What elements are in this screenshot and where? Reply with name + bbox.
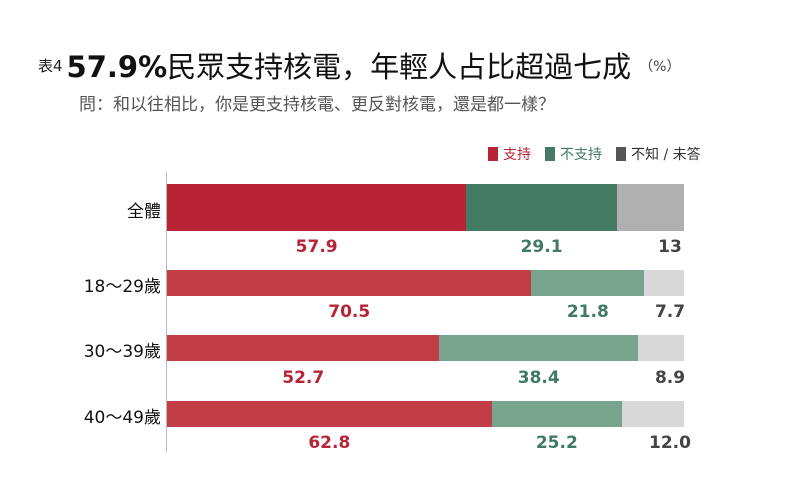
legend: 支持 不支持 不知 / 未答: [488, 144, 715, 164]
table-number: 表4: [38, 57, 63, 75]
headline-text: 民眾支持核電，年輕人占比超過七成: [167, 50, 632, 84]
unit-label: （%）: [639, 59, 681, 75]
bar-segment-unknown: [621, 401, 684, 427]
bar-segment-oppose: [466, 184, 617, 231]
value-label-oppose: 25.2: [535, 433, 578, 453]
value-label-unknown: 7.7: [654, 302, 686, 322]
bar-segment-unknown: [637, 335, 684, 361]
row-label: 30～39歲: [83, 342, 161, 362]
stacked-bar: [167, 184, 684, 231]
value-label-unknown: 13: [658, 237, 682, 257]
chart-title: 表4 57.9%民眾支持核電，年輕人占比超過七成 （%）: [38, 44, 680, 84]
legend-item-support: 支持: [488, 144, 531, 164]
value-label-oppose: 29.1: [520, 237, 563, 257]
bar-segment-support: [167, 335, 440, 361]
row-label: 全體: [127, 202, 161, 222]
bar-segment-unknown: [616, 184, 684, 231]
bar-segment-support: [167, 184, 467, 231]
legend-label-unknown: 不知 / 未答: [631, 147, 701, 163]
value-label-support: 57.9: [295, 237, 338, 257]
legend-label-support: 支持: [503, 147, 531, 163]
legend-swatch-unknown: [616, 147, 626, 161]
value-label-unknown: 8.9: [654, 368, 686, 388]
headline: 57.9%民眾支持核電，年輕人占比超過七成: [67, 50, 632, 84]
row-label: 40～49歲: [83, 408, 161, 428]
bar-segment-unknown: [644, 270, 684, 296]
value-label-support: 52.7: [282, 368, 325, 388]
value-label-unknown: 12.0: [649, 433, 691, 453]
headline-number: 57.9%: [66, 50, 168, 84]
row-label: 18～29歲: [83, 277, 161, 297]
bar-segment-oppose: [439, 335, 638, 361]
legend-item-oppose: 不支持: [545, 144, 602, 164]
bar-segment-support: [167, 401, 492, 427]
value-label-oppose: 38.4: [517, 368, 560, 388]
legend-swatch-oppose: [545, 147, 555, 161]
bar-segment-support: [167, 270, 532, 296]
survey-question: 問：和以往相比，你是更支持核電、更反對核電，還是都一樣？: [79, 95, 555, 115]
legend-item-unknown: 不知 / 未答: [616, 144, 701, 164]
y-axis-line: [166, 172, 167, 452]
stacked-bar: [167, 401, 684, 427]
legend-label-oppose: 不支持: [560, 147, 602, 163]
bar-segment-oppose: [531, 270, 645, 296]
value-label-support: 70.5: [328, 302, 371, 322]
legend-swatch-support: [488, 147, 498, 161]
stacked-bar: [167, 270, 684, 296]
stacked-bar: [167, 335, 684, 361]
value-label-oppose: 21.8: [566, 302, 609, 322]
value-label-support: 62.8: [308, 433, 351, 453]
bar-segment-oppose: [491, 401, 622, 427]
